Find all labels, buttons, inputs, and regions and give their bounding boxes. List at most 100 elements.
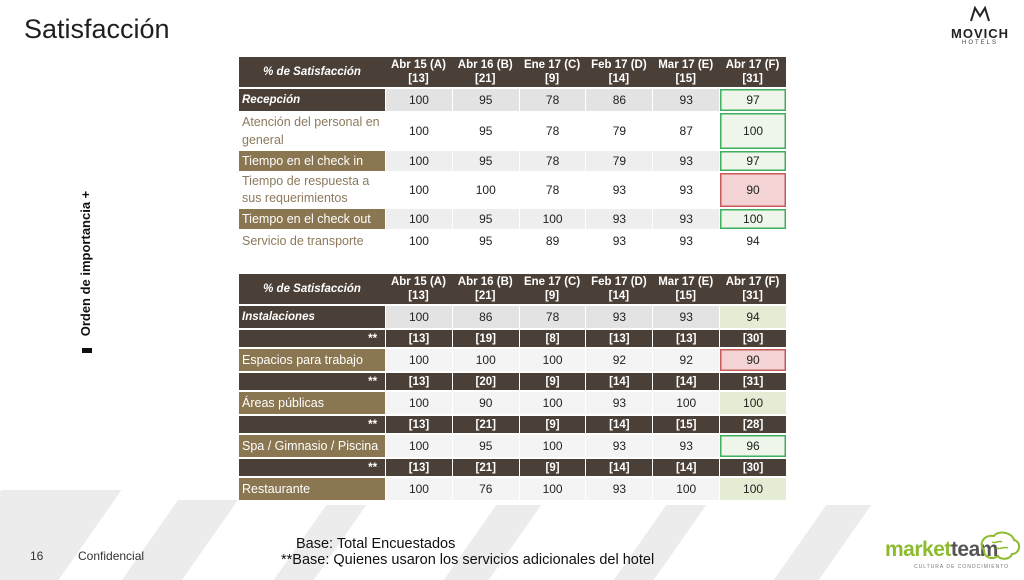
bg-stripe	[443, 505, 542, 580]
row-label: Áreas públicas	[239, 392, 386, 414]
value-cell-highlight: 100	[719, 113, 786, 149]
value-cell: 100	[451, 173, 519, 207]
table-row: Recepción 100 95 78 86 93 97	[239, 89, 786, 111]
header-cell: Mar 17 (E)[15]	[652, 274, 720, 304]
value-cell: 78	[518, 113, 586, 149]
bg-stripe	[773, 505, 872, 580]
base-row: ** [13] [21] [9] [14] [14] [30]	[239, 459, 786, 476]
value-cell: 100	[385, 306, 452, 328]
header-cell: Abr 16 (B)[21]	[451, 57, 519, 87]
base-cell: [14]	[585, 416, 653, 433]
value-cell: 93	[652, 89, 720, 111]
value-cell-highlight: 96	[719, 435, 786, 457]
value-cell: 90	[451, 392, 519, 414]
table-row: Instalaciones 100 86 78 93 93 94	[239, 306, 786, 328]
value-cell: 93	[652, 306, 720, 328]
confidential-label: Confidencial	[78, 549, 145, 563]
row-label: Espacios para trabajo	[239, 349, 386, 371]
base-row: ** [13] [20] [9] [14] [14] [31]	[239, 373, 786, 390]
value-cell: 86	[585, 89, 653, 111]
base-cell: [8]	[518, 330, 586, 347]
header-cell: % de Satisfacción	[239, 274, 386, 304]
row-label: Servicio de transporte	[239, 231, 386, 251]
importance-axis-text: Orden de importancia +	[78, 190, 93, 337]
value-cell: 93	[585, 478, 653, 500]
header-cell: Abr 15 (A)[13]	[385, 57, 452, 87]
satisfaction-table-facilities: % de Satisfacción Abr 15 (A)[13] Abr 16 …	[239, 272, 786, 502]
header-cell: Feb 17 (D)[14]	[585, 57, 653, 87]
value-cell: 100	[518, 435, 586, 457]
value-cell: 93	[652, 173, 720, 207]
value-cell: 94	[719, 306, 786, 328]
base-cell: [14]	[652, 459, 720, 476]
base-cell: [21]	[451, 459, 519, 476]
row-label: Instalaciones	[239, 306, 386, 328]
header-cell: Feb 17 (D)[14]	[585, 274, 653, 304]
table-header-row: % de Satisfacción Abr 15 (A)[13] Abr 16 …	[239, 274, 786, 304]
value-cell: 100	[385, 113, 452, 149]
value-cell: 95	[451, 151, 519, 171]
header-cell: Ene 17 (C)[9]	[518, 274, 586, 304]
row-label: **	[239, 330, 386, 347]
value-cell-highlight: 100	[719, 209, 786, 229]
row-label: Spa / Gimnasio / Piscina	[239, 435, 386, 457]
value-cell: 78	[518, 306, 586, 328]
base-cell: [15]	[652, 416, 720, 433]
value-cell: 76	[451, 478, 519, 500]
value-cell: 93	[585, 209, 653, 229]
header-cell: Mar 17 (E)[15]	[652, 57, 720, 87]
value-cell: 100	[385, 231, 452, 251]
value-cell: 100	[719, 392, 786, 414]
row-label: Tiempo de respuesta a sus requerimientos	[239, 173, 386, 207]
satisfaction-table-reception: % de Satisfacción Abr 15 (A)[13] Abr 16 …	[239, 55, 786, 253]
header-cell: Abr 15 (A)[13]	[385, 274, 452, 304]
base-note-services: **Base: Quienes usaron los servicios adi…	[281, 552, 655, 568]
value-cell: 100	[385, 89, 452, 111]
base-cell: [30]	[719, 459, 786, 476]
brand-part1: market	[885, 538, 951, 561]
base-cell: [13]	[385, 459, 452, 476]
minus-mark	[81, 348, 92, 354]
value-cell-highlight: 90	[719, 349, 786, 371]
value-cell: 93	[585, 306, 653, 328]
table-header-row: % de Satisfacción Abr 15 (A)[13] Abr 16 …	[239, 57, 786, 87]
header-cell: % de Satisfacción	[239, 57, 386, 87]
importance-axis-label: Orden de importancia +	[78, 162, 98, 382]
value-cell-highlight: 90	[719, 173, 786, 207]
bg-stripe	[613, 505, 707, 580]
value-cell: 93	[585, 231, 653, 251]
value-cell: 100	[385, 173, 452, 207]
base-cell: [21]	[451, 416, 519, 433]
row-label: Restaurante	[239, 478, 386, 500]
base-cell: [30]	[719, 330, 786, 347]
table-row: Spa / Gimnasio / Piscina 100 95 100 93 9…	[239, 435, 786, 457]
table-row: Espacios para trabajo 100 100 100 92 92 …	[239, 349, 786, 371]
value-cell: 79	[585, 113, 653, 149]
logo-sub: HOTELS	[961, 40, 998, 46]
value-cell: 95	[451, 209, 519, 229]
page-title: Satisfacción	[24, 14, 170, 44]
base-note-total: Base: Total Encuestados	[296, 536, 456, 552]
table-row: Servicio de transporte 100 95 89 93 93 9…	[239, 231, 786, 251]
value-cell: 93	[585, 392, 653, 414]
brain-icon	[980, 531, 1020, 560]
row-label: Atención del personal en general	[239, 113, 386, 149]
bg-stripe	[0, 490, 122, 580]
base-cell: [13]	[385, 416, 452, 433]
base-cell: [14]	[652, 373, 720, 390]
value-cell: 100	[385, 349, 452, 371]
value-cell: 100	[652, 478, 720, 500]
value-cell: 93	[585, 173, 653, 207]
value-cell: 78	[518, 89, 586, 111]
row-label: **	[239, 416, 386, 433]
value-cell: 100	[385, 151, 452, 171]
value-cell: 95	[451, 231, 519, 251]
base-row: ** [13] [21] [9] [14] [15] [28]	[239, 416, 786, 433]
value-cell: 79	[585, 151, 653, 171]
value-cell: 100	[385, 209, 452, 229]
value-cell: 89	[518, 231, 586, 251]
base-cell: [13]	[652, 330, 720, 347]
value-cell: 93	[652, 209, 720, 229]
header-cell: Abr 17 (F)[31]	[719, 274, 786, 304]
value-cell: 92	[585, 349, 653, 371]
